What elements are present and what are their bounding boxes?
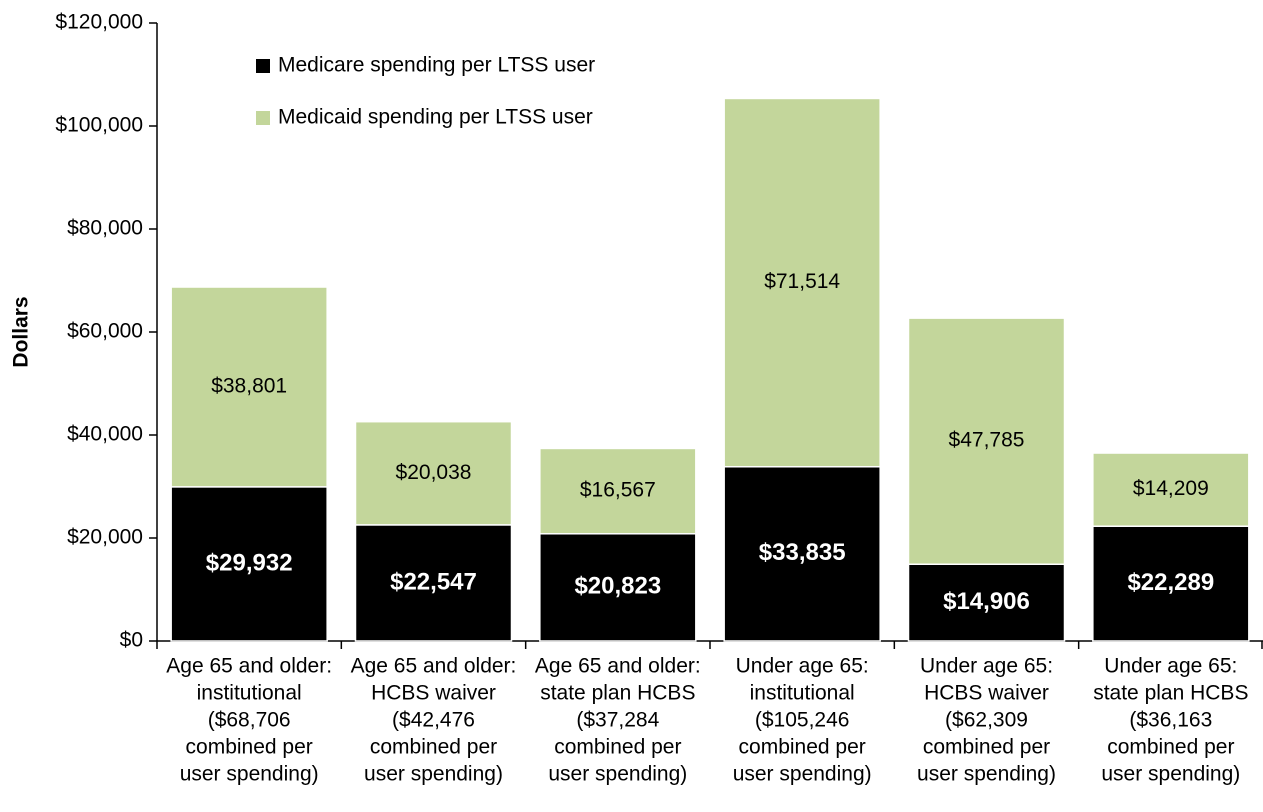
x-tick-label: state plan HCBS	[1093, 682, 1248, 705]
y-tick-label: $100,000	[55, 114, 143, 137]
bar-segment	[539, 447, 697, 535]
bar-segment	[723, 97, 881, 468]
x-tick-label: combined per	[186, 736, 313, 759]
bar-segment	[1092, 525, 1250, 642]
bar-segment	[907, 563, 1066, 642]
x-tick-label: combined per	[923, 736, 1050, 759]
data-label: $20,823	[574, 573, 661, 600]
x-tick-label: user spending)	[1101, 763, 1240, 786]
x-tick-label: HCBS waiver	[924, 682, 1049, 705]
data-label: $20,038	[396, 461, 472, 484]
data-label: $71,514	[764, 270, 840, 293]
data-label: $16,567	[580, 479, 656, 502]
x-tick-label: ($62,309	[945, 709, 1028, 732]
x-tick-label: combined per	[739, 736, 866, 759]
data-label: $47,785	[949, 429, 1025, 452]
y-axis-title: Dollars	[10, 296, 33, 367]
x-tick-label: user spending)	[917, 763, 1056, 786]
y-tick-label: $40,000	[67, 423, 143, 446]
x-tick-label: ($105,246	[755, 709, 850, 732]
x-tick-label: ($37,284	[576, 709, 659, 732]
legend-label: Medicare spending per LTSS user	[278, 54, 595, 77]
bar-segment	[170, 486, 328, 642]
bar-segment	[354, 524, 513, 642]
x-tick-label: institutional	[750, 682, 855, 705]
legend-label: Medicaid spending per LTSS user	[278, 106, 593, 129]
x-tick-label: state plan HCBS	[540, 682, 695, 705]
data-label: $14,906	[943, 588, 1030, 615]
x-tick-label: user spending)	[733, 763, 872, 786]
x-tick-label: ($42,476	[392, 709, 475, 732]
bar-segment	[723, 465, 881, 642]
x-tick-label: Age 65 and older:	[351, 655, 517, 678]
x-tick-label: Under age 65:	[1104, 655, 1237, 678]
data-label: $22,547	[390, 568, 477, 595]
data-label: $29,932	[206, 549, 293, 576]
x-tick-label: HCBS waiver	[371, 682, 496, 705]
y-tick-label: $20,000	[67, 526, 143, 549]
bar-segment	[539, 533, 697, 642]
bar-segment	[170, 286, 328, 488]
y-tick-label: $60,000	[67, 320, 143, 343]
x-tick-label: ($36,163	[1129, 709, 1212, 732]
legend-swatch	[256, 111, 270, 125]
x-tick-label: combined per	[1107, 736, 1234, 759]
x-tick-label: user spending)	[180, 763, 319, 786]
data-label: $14,209	[1133, 477, 1209, 500]
legend-swatch	[256, 59, 270, 73]
y-tick-label: $80,000	[67, 217, 143, 240]
x-tick-label: combined per	[370, 736, 497, 759]
data-label: $38,801	[211, 374, 287, 397]
bar-segment	[354, 420, 513, 526]
x-tick-label: Under age 65:	[736, 655, 869, 678]
x-tick-label: Age 65 and older:	[535, 655, 701, 678]
x-tick-label: combined per	[554, 736, 681, 759]
x-tick-label: ($68,706	[208, 709, 291, 732]
x-tick-label: user spending)	[364, 763, 503, 786]
x-tick-label: institutional	[197, 682, 302, 705]
bar-segment	[1092, 452, 1250, 527]
data-label: $33,835	[759, 539, 846, 566]
bar-segment	[907, 317, 1066, 565]
y-tick-label: $120,000	[55, 11, 143, 34]
y-tick-label: $0	[120, 629, 143, 652]
x-tick-label: Under age 65:	[920, 655, 1053, 678]
x-tick-label: Age 65 and older:	[166, 655, 332, 678]
x-tick-label: user spending)	[548, 763, 687, 786]
data-label: $22,289	[1127, 569, 1214, 596]
